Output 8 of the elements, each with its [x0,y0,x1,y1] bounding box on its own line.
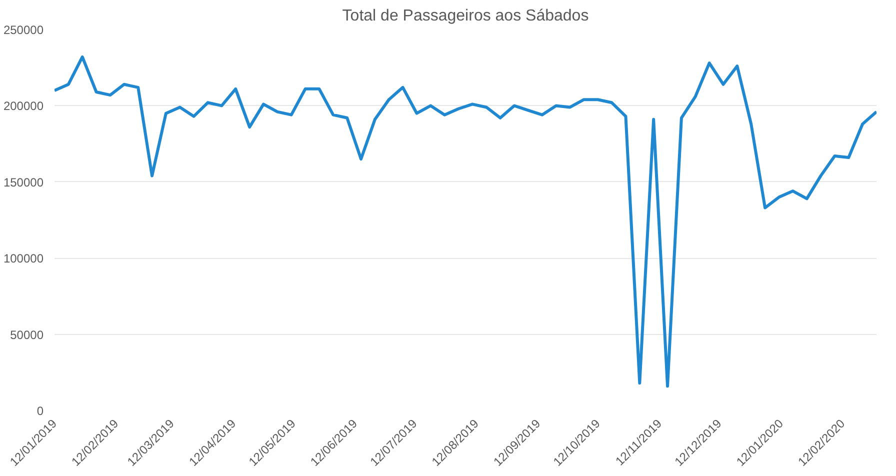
line-series [54,55,876,388]
chart-title: Total de Passageiros aos Sábados [342,8,589,24]
y-tick-label: 150000 [3,175,44,190]
y-tick-label: 0 [36,404,44,418]
y-tick-label: 200000 [3,99,44,114]
y-tick-label: 100000 [3,252,44,266]
y-tick-label: 250000 [3,23,44,37]
y-tick-label: 50000 [10,328,44,342]
